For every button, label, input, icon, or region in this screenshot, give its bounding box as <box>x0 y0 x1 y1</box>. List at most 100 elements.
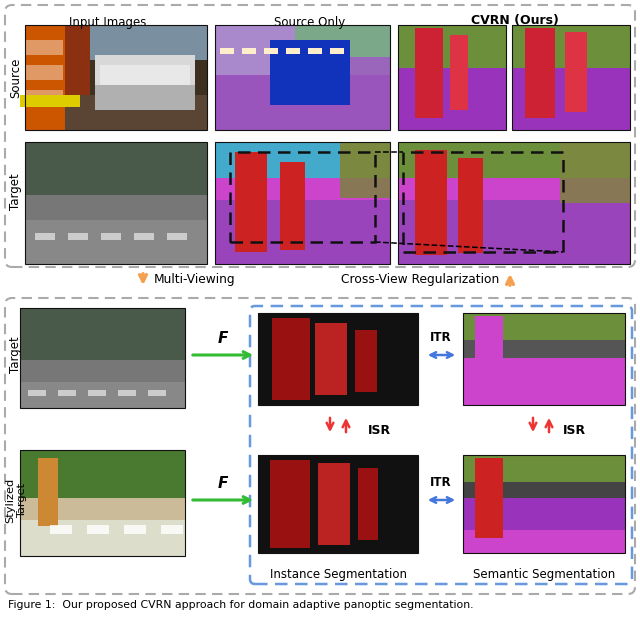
Bar <box>463 455 625 553</box>
Bar <box>358 468 378 540</box>
Bar <box>560 142 630 178</box>
Bar <box>286 48 300 54</box>
Bar <box>415 150 447 255</box>
Text: CVRN (Ours): CVRN (Ours) <box>471 14 559 27</box>
Text: F: F <box>218 476 228 491</box>
Bar <box>525 28 555 118</box>
Bar <box>88 390 106 396</box>
Bar <box>50 525 72 534</box>
Bar <box>25 25 207 130</box>
Bar <box>258 455 418 553</box>
Bar <box>20 498 185 556</box>
Bar <box>512 25 630 130</box>
Bar <box>215 25 295 130</box>
Bar <box>20 450 185 556</box>
Bar <box>398 25 506 130</box>
Bar <box>20 450 185 556</box>
Bar <box>25 40 63 55</box>
Bar <box>134 233 154 240</box>
Bar <box>463 358 625 405</box>
Bar <box>215 200 390 264</box>
Bar <box>215 142 390 264</box>
Bar <box>463 482 625 553</box>
Bar <box>25 142 207 264</box>
Bar <box>463 455 625 553</box>
Bar <box>463 498 625 553</box>
Bar <box>415 28 443 118</box>
Bar <box>450 35 468 110</box>
Bar <box>58 390 76 396</box>
Bar <box>398 68 506 130</box>
Bar <box>270 460 310 548</box>
Bar <box>87 525 109 534</box>
Bar <box>20 308 185 366</box>
Bar <box>25 25 207 60</box>
Bar <box>463 313 625 405</box>
Bar <box>161 525 183 534</box>
Text: Input Images: Input Images <box>69 16 147 29</box>
Text: Target: Target <box>10 173 22 210</box>
Bar <box>512 68 630 130</box>
Bar <box>242 48 256 54</box>
Text: ITR: ITR <box>430 476 452 489</box>
Bar <box>463 313 625 405</box>
Text: Source Only: Source Only <box>275 16 346 29</box>
Text: Cross-View Regularization: Cross-View Regularization <box>341 273 499 286</box>
Bar <box>463 340 625 405</box>
Bar <box>20 308 185 408</box>
Bar <box>318 463 350 545</box>
Bar <box>20 360 185 408</box>
Bar <box>512 25 630 130</box>
Bar <box>340 178 390 198</box>
Bar <box>95 85 195 110</box>
Text: Stylized
Target: Stylized Target <box>4 477 28 523</box>
Text: Semantic Segmentation: Semantic Segmentation <box>473 568 615 581</box>
Bar <box>220 48 234 54</box>
Bar <box>20 450 185 502</box>
Text: ISR: ISR <box>563 424 586 437</box>
Bar <box>35 233 55 240</box>
Bar <box>38 458 58 526</box>
Bar <box>25 142 207 264</box>
Bar <box>280 162 305 250</box>
Text: F: F <box>218 331 228 346</box>
Bar <box>25 25 90 130</box>
Bar <box>398 25 506 130</box>
Bar <box>398 142 630 264</box>
Bar <box>25 195 207 264</box>
Bar <box>315 323 347 395</box>
Text: Multi-Viewing: Multi-Viewing <box>154 273 236 286</box>
Bar <box>215 25 390 130</box>
Text: Source: Source <box>10 58 22 98</box>
Bar <box>215 142 390 264</box>
Bar <box>215 178 390 264</box>
Bar <box>398 200 630 264</box>
Bar <box>25 25 207 130</box>
Bar <box>355 330 377 392</box>
Bar <box>25 95 207 130</box>
Bar <box>215 25 390 57</box>
Bar <box>20 308 185 408</box>
Bar <box>258 455 418 553</box>
Bar <box>258 313 418 405</box>
Bar <box>25 220 207 264</box>
Bar <box>101 233 121 240</box>
Bar <box>475 316 503 394</box>
Text: ISR: ISR <box>368 424 391 437</box>
Bar <box>463 530 625 553</box>
Bar <box>25 90 63 105</box>
Text: ITR: ITR <box>430 331 452 344</box>
Bar <box>25 65 63 80</box>
Bar <box>340 142 390 178</box>
Bar <box>215 75 390 130</box>
Bar <box>264 48 278 54</box>
Bar <box>398 142 630 264</box>
Bar <box>95 55 195 110</box>
Bar <box>458 158 483 253</box>
Bar <box>148 390 166 396</box>
Bar <box>565 32 587 112</box>
Bar <box>235 152 267 252</box>
Bar <box>308 48 322 54</box>
Bar <box>28 390 46 396</box>
Text: Figure 1:  Our proposed CVRN approach for domain adaptive panoptic segmentation.: Figure 1: Our proposed CVRN approach for… <box>8 600 474 610</box>
